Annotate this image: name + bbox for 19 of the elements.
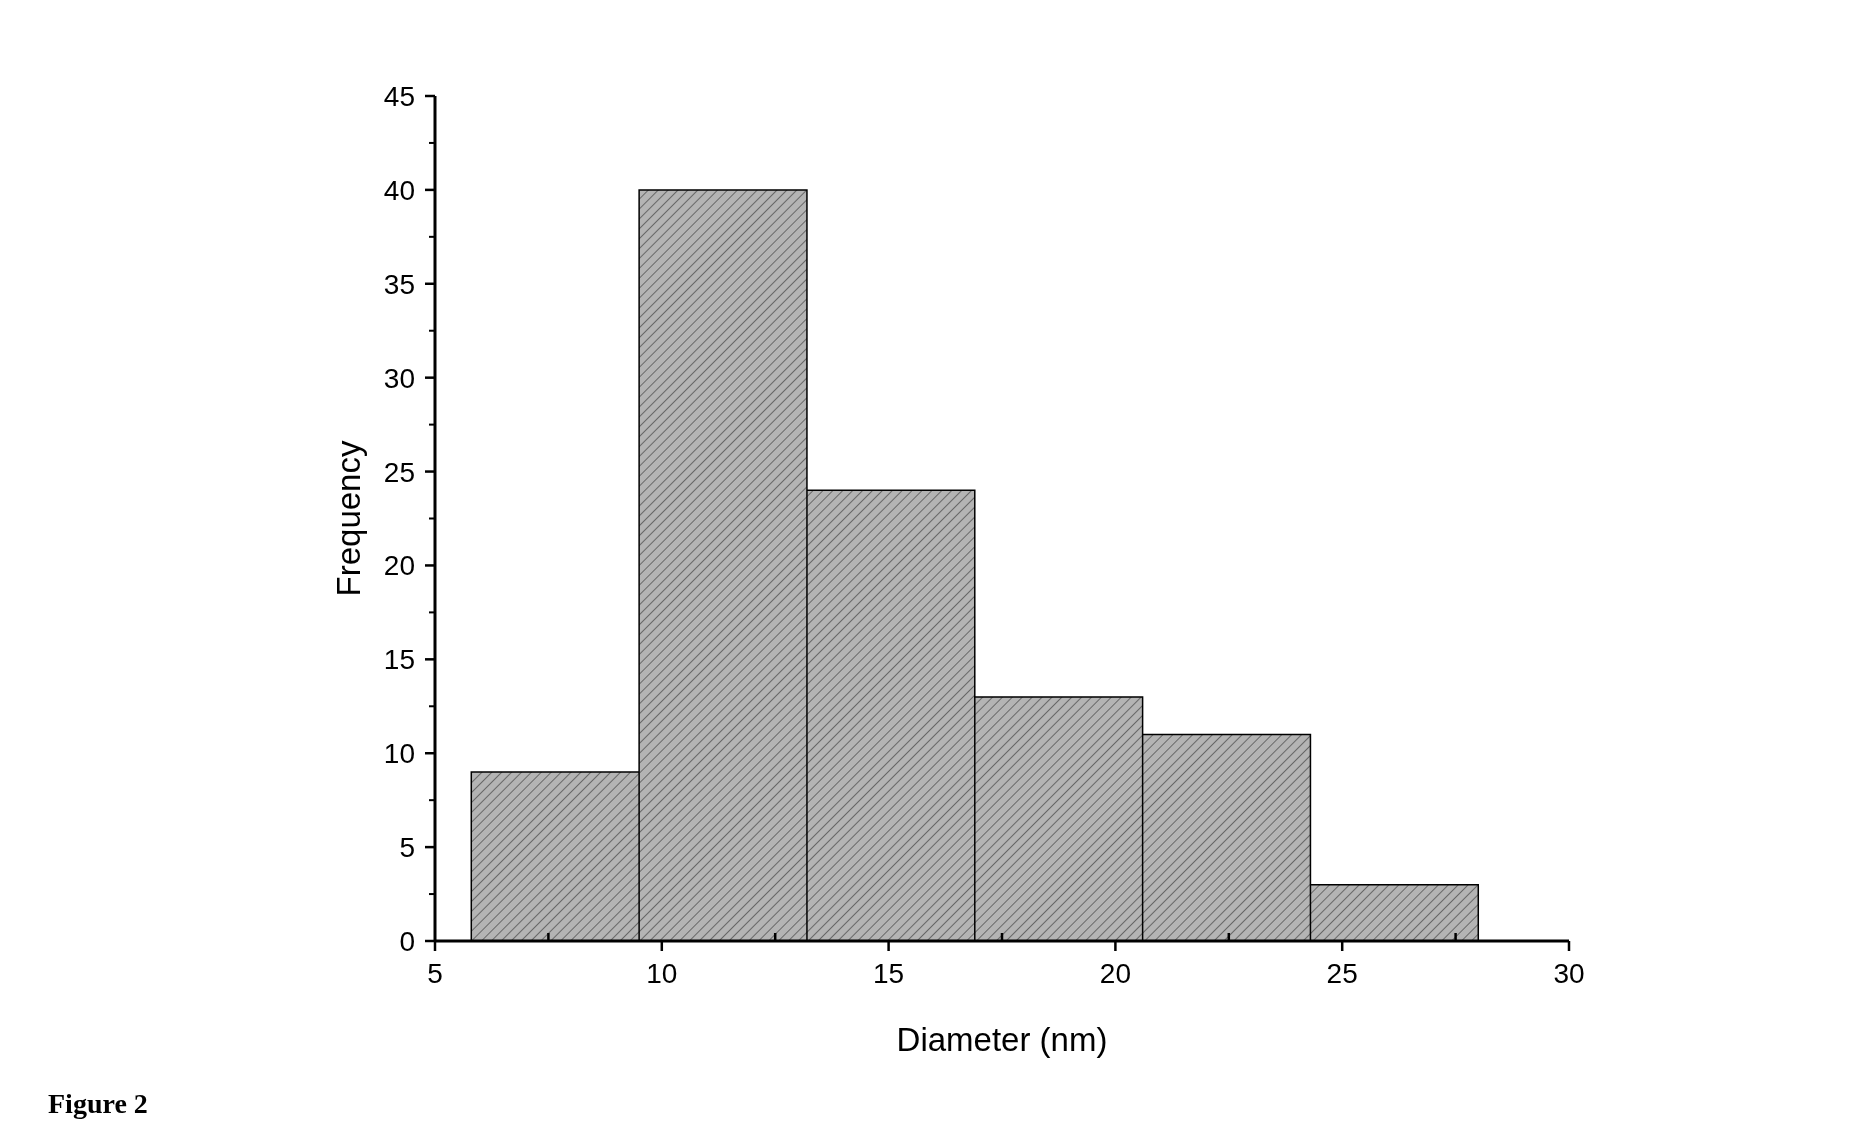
caption: Figure 2 [48, 1088, 148, 1119]
x-tick-label: 15 [873, 958, 905, 989]
y-tick-label: 5 [399, 832, 415, 864]
y-tick-label: 0 [399, 926, 415, 957]
y-tick-label: 30 [383, 362, 415, 394]
x-axis-title: Diameter (nm) [896, 1021, 1108, 1058]
y-tick-label: 35 [383, 268, 415, 300]
y-tick-label: 45 [383, 81, 415, 112]
y-tick-label: 15 [383, 644, 415, 676]
y-tick-label: 40 [383, 174, 415, 206]
x-tick-label: 5 [427, 958, 443, 989]
x-tick-label: 25 [1326, 958, 1358, 989]
y-tick-label: 20 [383, 550, 415, 582]
y-axis-title: Frequency [330, 440, 367, 597]
y-tick-label: 10 [383, 738, 415, 770]
x-tick-label: 10 [646, 958, 678, 989]
x-tick-label: 30 [1553, 958, 1585, 989]
x-tick-label: 20 [1099, 958, 1131, 989]
y-tick-label: 25 [383, 456, 415, 488]
